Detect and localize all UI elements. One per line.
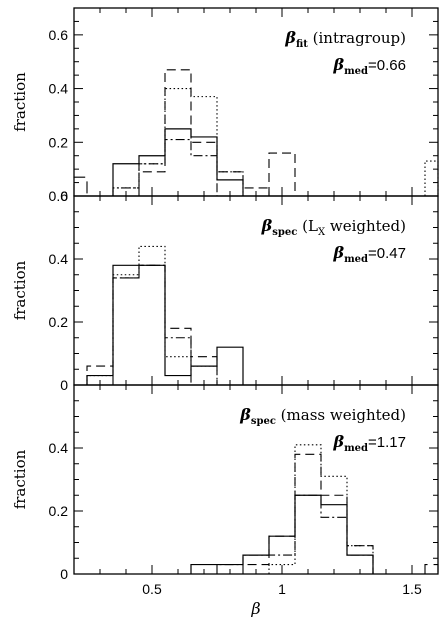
y-tick-label: 0.4 (49, 251, 69, 267)
median-annotation: βmed=1.17 (332, 432, 406, 454)
y-tick-label: 0.2 (49, 314, 69, 330)
y-tick-label: 0.4 (49, 440, 69, 456)
median-value: =1.17 (368, 434, 406, 451)
median-value: =0.47 (368, 245, 406, 262)
y-tick-label: 0.2 (49, 503, 69, 519)
annotation-sub: fit (296, 39, 308, 50)
median-symbol: β (332, 243, 344, 262)
x-tick-label: 1 (278, 581, 286, 597)
panel-annotation: βspec (LX weighted) (261, 216, 406, 238)
x-tick-label: 0.5 (142, 581, 162, 597)
histogram-dotted (268, 444, 374, 574)
histogram-dotted (112, 88, 244, 196)
panel-annotation: βspec (mass weighted) (239, 405, 406, 427)
y-axis-label: fraction (11, 260, 29, 320)
y-tick-label: 0 (60, 188, 68, 204)
histogram-dashed-long (73, 176, 88, 196)
annotation-text: (L (297, 217, 318, 235)
annotation-sub: spec (272, 227, 297, 238)
histogram-solid (86, 264, 244, 385)
y-tick-label: 0.2 (49, 134, 69, 150)
histogram-solid (112, 128, 244, 196)
median-annotation: βmed=0.47 (332, 243, 406, 265)
y-tick-label: 0 (60, 566, 68, 582)
y-tick-label: 0 (60, 377, 68, 393)
annotation-text: (mass weighted) (276, 406, 406, 424)
annotation-sub: spec (251, 416, 276, 427)
x-tick-label: 1.5 (402, 581, 422, 597)
median-annotation: βmed=0.66 (332, 55, 406, 77)
x-axis-label: β (250, 599, 260, 617)
annotation-symbol: β (284, 28, 296, 47)
annotation-text2: weighted) (325, 217, 406, 235)
histogram-solid (190, 494, 374, 574)
histogram-dotted (86, 245, 218, 385)
histogram-dotted (424, 160, 439, 196)
histogram-dashed (242, 453, 374, 574)
y-axis-label: fraction (11, 449, 29, 509)
annotation-text: (intragroup) (308, 29, 406, 47)
annotation-symbol: β (261, 216, 273, 235)
median-value: =0.66 (368, 57, 406, 74)
histogram-dashdot (112, 264, 192, 385)
histogram-dashed (86, 264, 218, 385)
histogram-dashed (138, 69, 270, 196)
median-sub: med (344, 254, 368, 265)
histogram-dashed-long (424, 564, 439, 574)
median-sub: med (344, 443, 368, 454)
y-axis-label: fraction (11, 72, 29, 132)
median-sub: med (344, 66, 368, 77)
annotation-sub2: X (318, 227, 326, 238)
y-tick-label: 0.4 (49, 81, 69, 97)
median-symbol: β (332, 55, 344, 74)
y-tick-label: 0.6 (49, 27, 69, 43)
histogram-dashdot (216, 494, 374, 574)
histogram-dashdot (112, 139, 218, 196)
median-symbol: β (332, 432, 344, 451)
histogram-dashed (268, 152, 296, 196)
panel-annotation: βfit (intragroup) (284, 28, 406, 50)
y-tick-label: 0.6 (49, 188, 69, 204)
annotation-symbol: β (239, 405, 251, 424)
